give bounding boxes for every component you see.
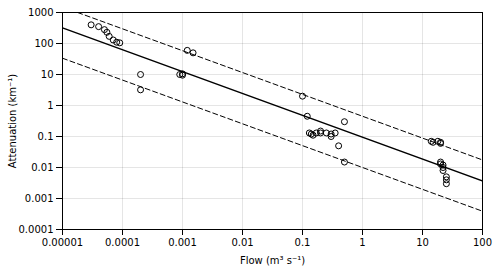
svg-text:10: 10 [41,69,54,80]
svg-text:100: 100 [473,237,492,248]
svg-text:1: 1 [359,237,365,248]
svg-text:Attenuation (km⁻¹): Attenuation (km⁻¹) [7,74,18,169]
svg-text:100: 100 [34,38,53,49]
svg-text:0.001: 0.001 [168,237,197,248]
svg-text:0.01: 0.01 [31,162,53,173]
svg-text:0.1: 0.1 [38,131,54,142]
svg-text:1000: 1000 [28,7,53,18]
svg-text:1: 1 [47,100,53,111]
svg-text:0.1: 0.1 [295,237,311,248]
svg-text:0.001: 0.001 [25,193,54,204]
svg-text:0.0001: 0.0001 [19,224,54,235]
svg-text:0.01: 0.01 [231,237,253,248]
svg-text:Flow (m³ s⁻¹): Flow (m³ s⁻¹) [240,255,305,266]
svg-text:0.00001: 0.00001 [42,237,83,248]
svg-text:10: 10 [416,237,429,248]
svg-text:0.0001: 0.0001 [105,237,140,248]
